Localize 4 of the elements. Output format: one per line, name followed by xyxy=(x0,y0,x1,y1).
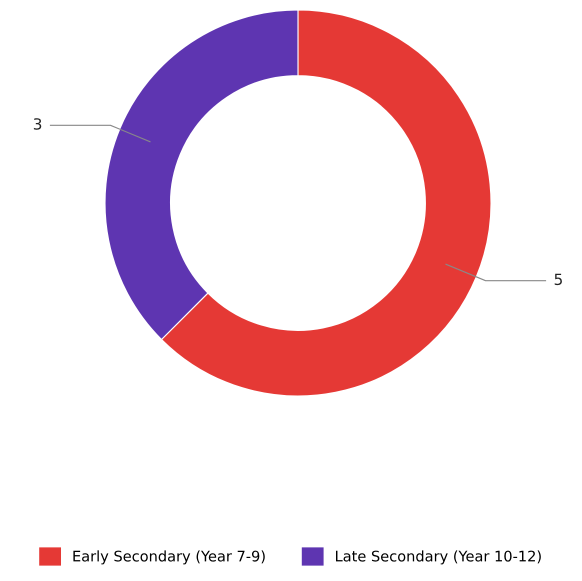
legend-label: Early Secondary (Year 7-9) xyxy=(73,550,265,564)
data-label: 3 xyxy=(34,118,42,130)
legend-label: Late Secondary (Year 10-12) xyxy=(336,550,541,564)
data-label: 5 xyxy=(554,274,562,286)
